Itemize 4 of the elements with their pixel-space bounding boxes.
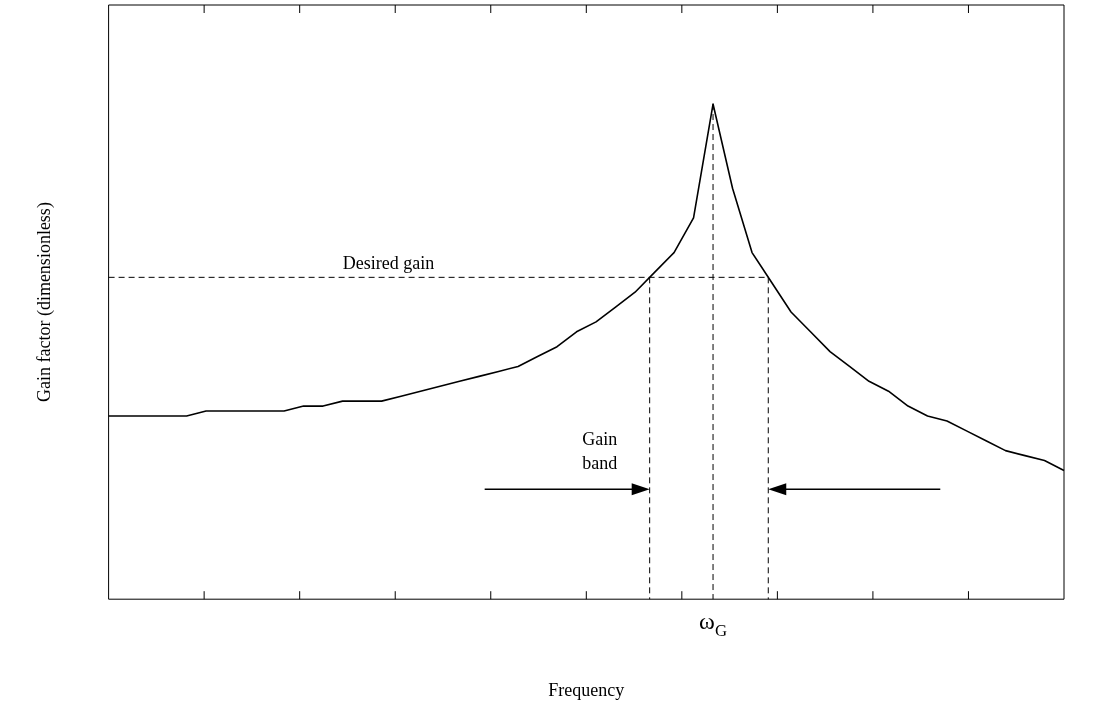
x-axis-title: Frequency xyxy=(548,679,625,700)
y-axis-title: Gain factor (dimensionless) xyxy=(33,202,55,403)
annotation: Gain band xyxy=(582,429,618,474)
ref-line-label: Desired gain xyxy=(342,253,435,274)
